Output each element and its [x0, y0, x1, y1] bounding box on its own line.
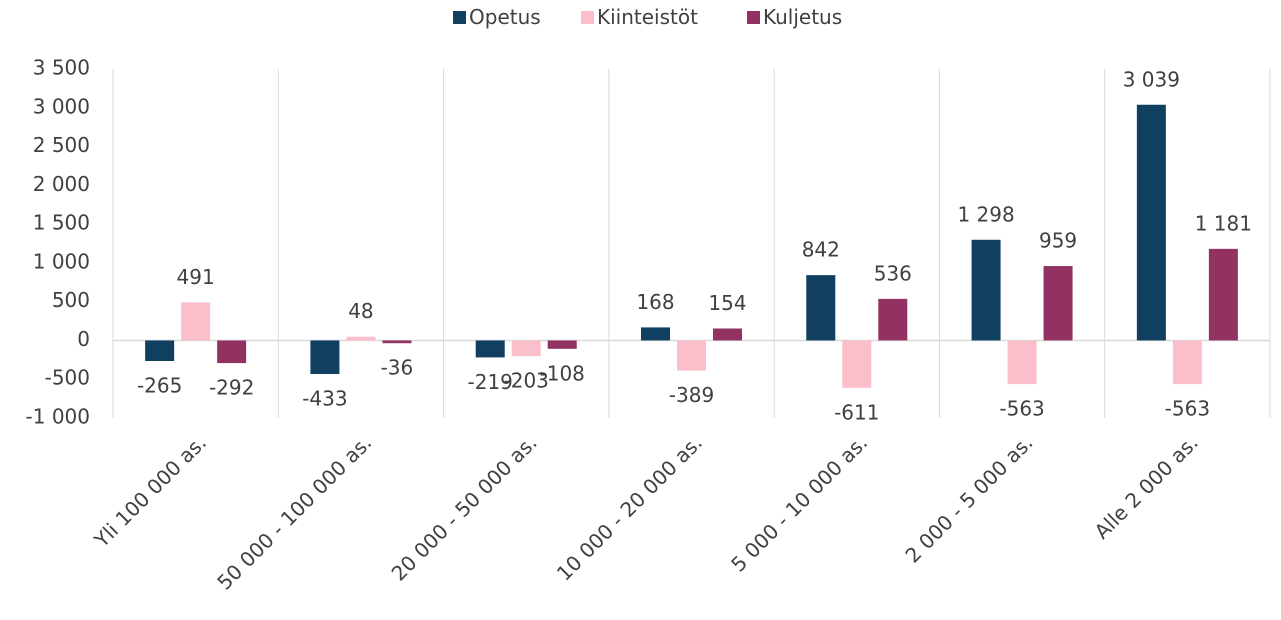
value-label: 959	[1039, 229, 1077, 253]
x-tick-label: 50 000 - 100 000 as.	[212, 430, 376, 594]
value-label: -433	[302, 387, 347, 411]
y-tick-label: 1 500	[33, 211, 90, 235]
y-tick-label: 3 000	[33, 94, 90, 118]
value-label: -36	[381, 356, 414, 380]
value-label: 48	[348, 299, 373, 323]
x-tick-label: Yli 100 000 as.	[89, 430, 211, 552]
y-tick-label: 3 500	[33, 56, 90, 80]
value-label: -389	[669, 383, 714, 407]
value-label: -563	[1165, 397, 1210, 421]
bar	[1007, 340, 1037, 385]
value-label: 536	[874, 261, 912, 285]
bar	[475, 340, 505, 358]
bar	[310, 340, 340, 375]
legend-label: Opetus	[469, 5, 541, 29]
value-label: 154	[708, 291, 746, 315]
y-tick-label: 0	[77, 327, 90, 351]
bar	[677, 340, 706, 371]
bar	[1208, 248, 1238, 341]
bar	[806, 275, 836, 341]
bar	[1043, 266, 1073, 341]
bar	[878, 298, 908, 341]
bar	[217, 340, 247, 364]
value-label: -108	[540, 361, 585, 385]
bar	[1172, 340, 1202, 385]
x-tick-label: Alle 2 000 as.	[1090, 430, 1203, 543]
legend-swatch	[747, 11, 760, 24]
x-tick-label: 20 000 - 50 000 as.	[387, 430, 542, 585]
legend-label: Kiinteistöt	[597, 5, 698, 29]
y-tick-label: 1 000	[33, 249, 90, 273]
legend-swatch	[453, 11, 466, 24]
legend-label: Kuljetus	[763, 5, 842, 29]
bar	[511, 340, 541, 357]
value-label: 1 298	[957, 202, 1014, 226]
value-label: 1 181	[1195, 211, 1252, 235]
bar	[713, 328, 742, 341]
legend-swatch	[581, 11, 594, 24]
bar	[145, 340, 175, 361]
value-label: 168	[636, 290, 674, 314]
value-label: -611	[834, 400, 879, 424]
bar	[382, 340, 412, 344]
y-tick-label: -1 000	[26, 405, 90, 429]
bar	[971, 239, 1001, 341]
value-label: -265	[137, 373, 182, 397]
bar	[641, 327, 670, 341]
value-label: -563	[999, 397, 1044, 421]
value-label: 842	[802, 238, 840, 262]
x-tick-label: 2 000 - 5 000 as.	[900, 430, 1037, 567]
value-label: -292	[209, 376, 254, 400]
y-tick-label: 2 500	[33, 133, 90, 157]
bar	[547, 340, 577, 349]
y-tick-label: 500	[52, 288, 90, 312]
bar	[181, 302, 211, 341]
bar	[842, 340, 872, 388]
bar	[346, 336, 376, 341]
y-tick-label: 2 000	[33, 172, 90, 196]
value-label: -219	[468, 370, 513, 394]
y-tick-label: -500	[45, 366, 90, 390]
value-label: -203	[504, 369, 549, 393]
bar	[1136, 104, 1166, 341]
value-label: 3 039	[1123, 67, 1180, 91]
x-tick-label: 10 000 - 20 000 as.	[552, 430, 707, 585]
value-label: 491	[177, 265, 215, 289]
x-tick-label: 5 000 - 10 000 as.	[726, 430, 872, 576]
